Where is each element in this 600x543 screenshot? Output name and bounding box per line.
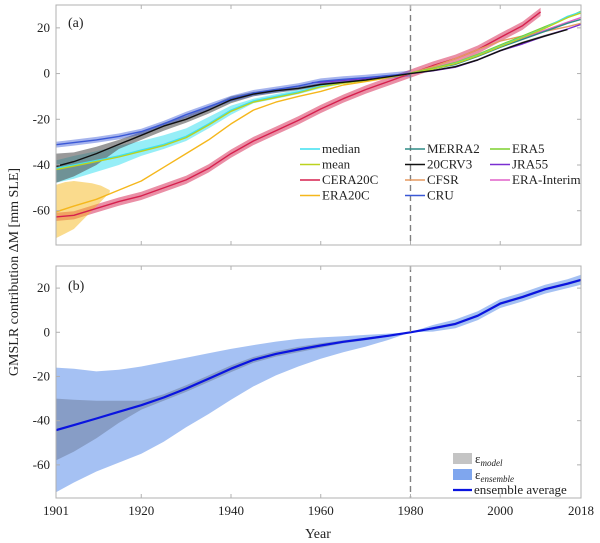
panel-b-xtick-label: 1901	[43, 503, 69, 518]
legend-item-cru: CRU	[405, 188, 454, 203]
panel-a-ytick-label: -40	[33, 157, 50, 172]
panel-a-frame	[55, 4, 582, 246]
legend-item-cera20c: CERA20C	[300, 172, 378, 187]
legend-label-era20c: ERA20C	[322, 188, 370, 203]
legend-swatch-ensemble-uncertainty	[453, 469, 472, 480]
panel-b-ytick-label: 20	[37, 280, 50, 295]
era20c-spread-band	[56, 181, 110, 239]
legend-label-model-uncertainty: εmodel	[475, 451, 503, 468]
median-uncertainty-band	[56, 11, 581, 183]
panel-a-ytick-label: 20	[37, 20, 50, 35]
legend-label-era5: ERA5	[512, 141, 545, 156]
panel-a-ticks: 20 0 -20 -40 -60	[33, 5, 581, 245]
legend-label-jra55: JRA55	[512, 157, 548, 172]
panel-b-frame	[55, 265, 582, 499]
legend-swatch-model-uncertainty	[453, 453, 472, 464]
panel-b-ytick-label: -60	[33, 457, 50, 472]
panel-b-ytick-label: -20	[33, 368, 50, 383]
y-axis-label: GMSLR contribution ΔM [mm SLE]	[7, 168, 22, 376]
legend-label-cfsr: CFSR	[427, 172, 459, 187]
legend-label-cera20c: CERA20C	[322, 172, 378, 187]
panel-b-lines	[56, 278, 581, 432]
ensemble-average-line	[56, 278, 581, 432]
legend-item-20crv3: 20CRV3	[405, 157, 472, 172]
legend-item-cfsr: CFSR	[405, 172, 459, 187]
legend-item-era5: ERA5	[490, 141, 545, 156]
legend-item-mean: mean	[300, 157, 351, 172]
cfsr-line	[405, 22, 581, 75]
legend-item-jra55: JRA55	[490, 157, 548, 172]
panel-b-ticks: 20 0 -20 -40 -60 1901 1920 1940 1960 1980 2000 2018	[33, 266, 594, 518]
legend-label-cru: CRU	[427, 188, 454, 203]
legend-label-median: median	[322, 141, 361, 156]
x-axis-label: Year	[305, 527, 331, 542]
cera20c-uncertainty-band	[56, 7, 541, 222]
panel-b-xtick-label: 2018	[568, 503, 594, 518]
panel-b-xtick-label: 1980	[397, 503, 423, 518]
panel-a: 20 0 -20 -40 -60 (a) medianmeanCERA20CERA20C…	[33, 4, 582, 246]
cru-uncertainty-band	[56, 70, 411, 148]
panel-a-label: (a)	[68, 16, 84, 31]
panel-a-lines	[56, 10, 581, 218]
ensemble-uncertainty-band	[56, 274, 581, 493]
panel-a-ytick-label: -60	[33, 203, 50, 218]
legend-label-mean: mean	[322, 157, 351, 172]
panel-b-label: (b)	[68, 279, 85, 294]
panel-a-ytick-label: 0	[44, 66, 51, 81]
legend-item-model-uncertainty: εmodel	[453, 451, 503, 468]
20crv3-uncertainty-band	[56, 28, 568, 183]
panel-b-xtick-label: 1940	[218, 503, 244, 518]
legend-item-median: median	[300, 141, 361, 156]
legend-label-ensemble-uncertainty: εensemble	[475, 467, 514, 484]
legend-item-era-interim: ERA-Interim	[490, 172, 581, 187]
legend-label-20crv3: 20CRV3	[427, 157, 472, 172]
legend-item-ensemble-uncertainty: εensemble	[453, 467, 514, 484]
legend-label-ensemble-average: ensemble average	[474, 482, 567, 497]
cru-line	[56, 72, 411, 146]
20crv3-line	[56, 28, 568, 168]
legend-item-era20c: ERA20C	[300, 188, 370, 203]
panel-b-xtick-label: 2000	[487, 503, 513, 518]
legend-label-merra2: MERRA2	[427, 141, 480, 156]
panel-b-xtick-label: 1920	[128, 503, 154, 518]
panel-b-ytick-label: 0	[44, 324, 51, 339]
legend-label-era-interim: ERA-Interim	[512, 172, 581, 187]
panel-b-xtick-label: 1960	[308, 503, 334, 518]
panel-a-bands	[56, 7, 581, 239]
panel-b-ytick-label: -40	[33, 413, 50, 428]
legend-item-ensemble-average: ensemble average	[453, 482, 567, 497]
mean-line	[56, 12, 581, 171]
panel-b: 20 0 -20 -40 -60 1901 1920 1940 1960 1980 2000 2018…	[33, 265, 594, 542]
legend-item-merra2: MERRA2	[405, 141, 480, 156]
panel-a-ytick-label: -20	[33, 111, 50, 126]
